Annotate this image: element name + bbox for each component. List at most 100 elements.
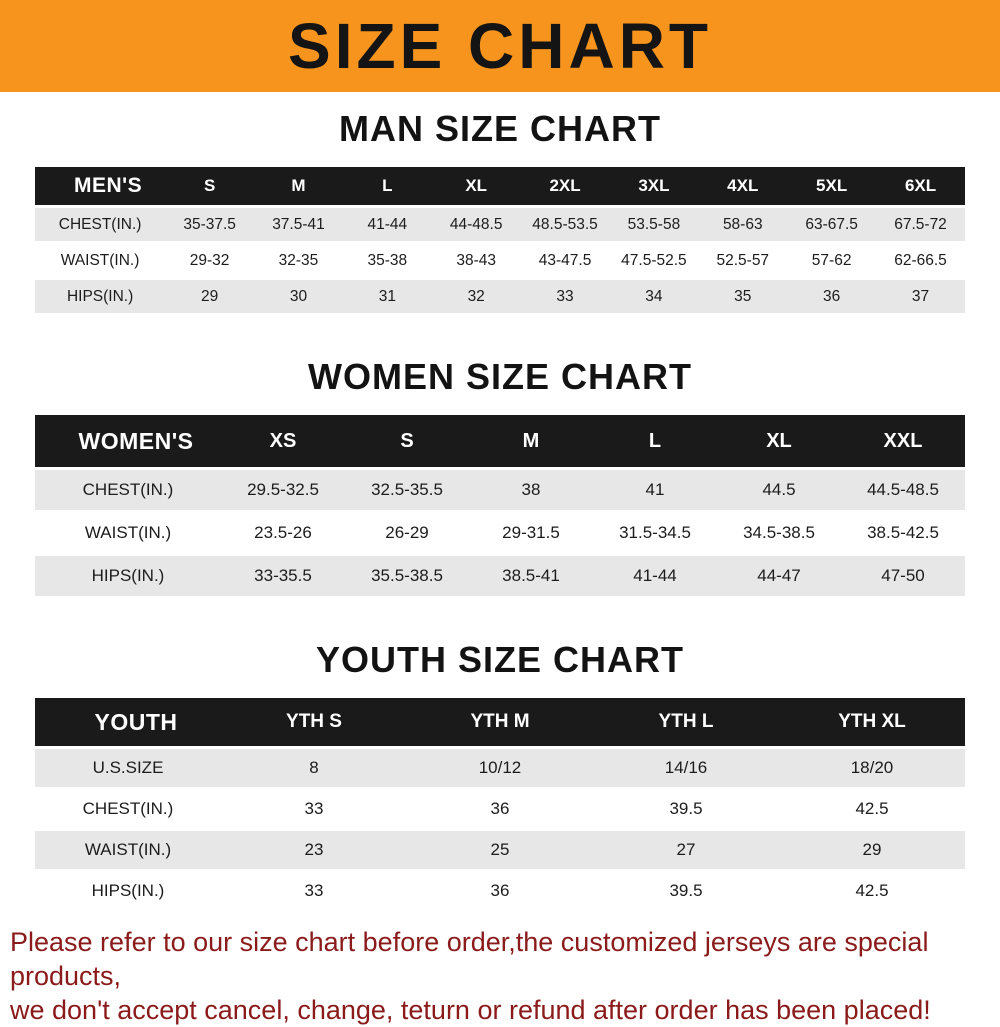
measurement-label: CHEST(IN.) bbox=[35, 470, 221, 510]
youth-size-table: YOUTH YTH S YTH M YTH L YTH XL U.S.SIZE 8 10/12… bbox=[35, 695, 965, 913]
table-row: U.S.SIZE 8 10/12 14/16 18/20 bbox=[35, 749, 965, 787]
man-section-heading: MAN SIZE CHART bbox=[339, 108, 661, 149]
size-value: 8 bbox=[221, 749, 407, 787]
size-value: 38.5-42.5 bbox=[841, 513, 965, 553]
size-value: 33 bbox=[221, 872, 407, 910]
size-value: 38.5-41 bbox=[469, 556, 593, 596]
disclaimer-line-2: we don't accept cancel, change, teturn o… bbox=[10, 995, 931, 1025]
size-value: 41 bbox=[593, 470, 717, 510]
size-column-header: M bbox=[254, 167, 343, 205]
size-value: 18/20 bbox=[779, 749, 965, 787]
size-value: 30 bbox=[254, 280, 343, 313]
measurement-label: U.S.SIZE bbox=[35, 749, 221, 787]
measurement-label: WAIST(IN.) bbox=[35, 244, 166, 277]
size-value: 63-67.5 bbox=[787, 208, 877, 241]
size-column-header: M bbox=[469, 415, 593, 467]
man-size-table: MEN'S S M L XL 2XL 3XL 4XL 5XL 6XL CHEST(IN.) 35-37… bbox=[35, 164, 965, 316]
women-section: WOMEN SIZE CHART WOMEN'S XS S M L XL XXL CHEST(… bbox=[0, 356, 1000, 599]
size-value: 35-38 bbox=[342, 244, 432, 277]
table-row: CHEST(IN.) 35-37.5 37.5-41 41-44 44-48.5 48.5… bbox=[35, 208, 965, 241]
table-corner-label: WOMEN'S bbox=[35, 415, 221, 467]
table-corner-label: YOUTH bbox=[35, 698, 221, 746]
size-value: 27 bbox=[593, 831, 779, 869]
table-row: CHEST(IN.) 29.5-32.5 32.5-35.5 38 41 44.5 44.5… bbox=[35, 470, 965, 510]
size-value: 52.5-57 bbox=[698, 244, 788, 277]
size-value: 67.5-72 bbox=[876, 208, 965, 241]
size-value: 42.5 bbox=[779, 790, 965, 828]
table-row: HIPS(IN.) 29 30 31 32 33 34 35 36 37 bbox=[35, 280, 965, 313]
table-row: HIPS(IN.) 33-35.5 35.5-38.5 38.5-41 41-44 44-… bbox=[35, 556, 965, 596]
size-value: 42.5 bbox=[779, 872, 965, 910]
size-value: 23 bbox=[221, 831, 407, 869]
size-value: 37.5-41 bbox=[254, 208, 343, 241]
table-header-row: YOUTH YTH S YTH M YTH L YTH XL bbox=[35, 698, 965, 746]
size-value: 53.5-58 bbox=[609, 208, 699, 241]
table-row: HIPS(IN.) 33 36 39.5 42.5 bbox=[35, 872, 965, 910]
man-section: MAN SIZE CHART MEN'S S M L XL 2XL 3XL 4XL 5XL 6XL… bbox=[0, 108, 1000, 316]
youth-section: YOUTH SIZE CHART YOUTH YTH S YTH M YTH L YTH… bbox=[0, 639, 1000, 913]
size-value: 44.5 bbox=[717, 470, 841, 510]
size-value: 29 bbox=[165, 280, 255, 313]
size-value: 29-31.5 bbox=[469, 513, 593, 553]
size-column-header: L bbox=[593, 415, 717, 467]
size-value: 34 bbox=[609, 280, 699, 313]
size-value: 34.5-38.5 bbox=[717, 513, 841, 553]
size-value: 57-62 bbox=[787, 244, 877, 277]
table-corner-label: MEN'S bbox=[35, 167, 166, 205]
size-value: 39.5 bbox=[593, 872, 779, 910]
table-row: CHEST(IN.) 33 36 39.5 42.5 bbox=[35, 790, 965, 828]
size-value: 23.5-26 bbox=[221, 513, 345, 553]
size-column-header: L bbox=[342, 167, 432, 205]
size-value: 29-32 bbox=[165, 244, 255, 277]
size-value: 41-44 bbox=[593, 556, 717, 596]
size-value: 29 bbox=[779, 831, 965, 869]
size-value: 62-66.5 bbox=[876, 244, 965, 277]
size-value: 44.5-48.5 bbox=[841, 470, 965, 510]
size-value: 38-43 bbox=[431, 244, 521, 277]
size-value: 32-35 bbox=[254, 244, 343, 277]
size-value: 25 bbox=[407, 831, 593, 869]
size-value: 14/16 bbox=[593, 749, 779, 787]
size-value: 35 bbox=[698, 280, 788, 313]
size-value: 44-48.5 bbox=[431, 208, 521, 241]
size-value: 44-47 bbox=[717, 556, 841, 596]
size-column-header: 3XL bbox=[609, 167, 699, 205]
size-value: 41-44 bbox=[342, 208, 432, 241]
size-value: 29.5-32.5 bbox=[221, 470, 345, 510]
size-value: 31.5-34.5 bbox=[593, 513, 717, 553]
size-value: 10/12 bbox=[407, 749, 593, 787]
size-column-header: 5XL bbox=[787, 167, 877, 205]
size-value: 35.5-38.5 bbox=[345, 556, 469, 596]
size-column-header: 2XL bbox=[520, 167, 610, 205]
size-value: 47-50 bbox=[841, 556, 965, 596]
size-value: 37 bbox=[876, 280, 965, 313]
size-column-header: 6XL bbox=[876, 167, 965, 205]
size-column-header: YTH M bbox=[407, 698, 593, 746]
women-section-heading: WOMEN SIZE CHART bbox=[308, 356, 692, 397]
women-size-table: WOMEN'S XS S M L XL XXL CHEST(IN.) 29.5-32.5 32.5… bbox=[35, 412, 965, 599]
size-value: 26-29 bbox=[345, 513, 469, 553]
size-value: 33 bbox=[221, 790, 407, 828]
size-value: 48.5-53.5 bbox=[520, 208, 610, 241]
size-value: 38 bbox=[469, 470, 593, 510]
size-column-header: XL bbox=[431, 167, 521, 205]
size-column-header: S bbox=[165, 167, 255, 205]
table-header-row: MEN'S S M L XL 2XL 3XL 4XL 5XL 6XL bbox=[35, 167, 965, 205]
size-value: 33 bbox=[520, 280, 610, 313]
size-value: 47.5-52.5 bbox=[609, 244, 699, 277]
measurement-label: CHEST(IN.) bbox=[35, 208, 166, 241]
size-column-header: YTH S bbox=[221, 698, 407, 746]
size-value: 36 bbox=[407, 872, 593, 910]
table-row: WAIST(IN.) 23.5-26 26-29 29-31.5 31.5-34.5 34… bbox=[35, 513, 965, 553]
page-title: SIZE CHART bbox=[288, 10, 712, 82]
measurement-label: HIPS(IN.) bbox=[35, 556, 221, 596]
size-value: 58-63 bbox=[698, 208, 788, 241]
size-column-header: XXL bbox=[841, 415, 965, 467]
table-header-row: WOMEN'S XS S M L XL XXL bbox=[35, 415, 965, 467]
size-value: 32 bbox=[431, 280, 521, 313]
measurement-label: WAIST(IN.) bbox=[35, 513, 221, 553]
size-column-header: YTH L bbox=[593, 698, 779, 746]
table-row: WAIST(IN.) 23 25 27 29 bbox=[35, 831, 965, 869]
size-column-header: XS bbox=[221, 415, 345, 467]
size-value: 32.5-35.5 bbox=[345, 470, 469, 510]
